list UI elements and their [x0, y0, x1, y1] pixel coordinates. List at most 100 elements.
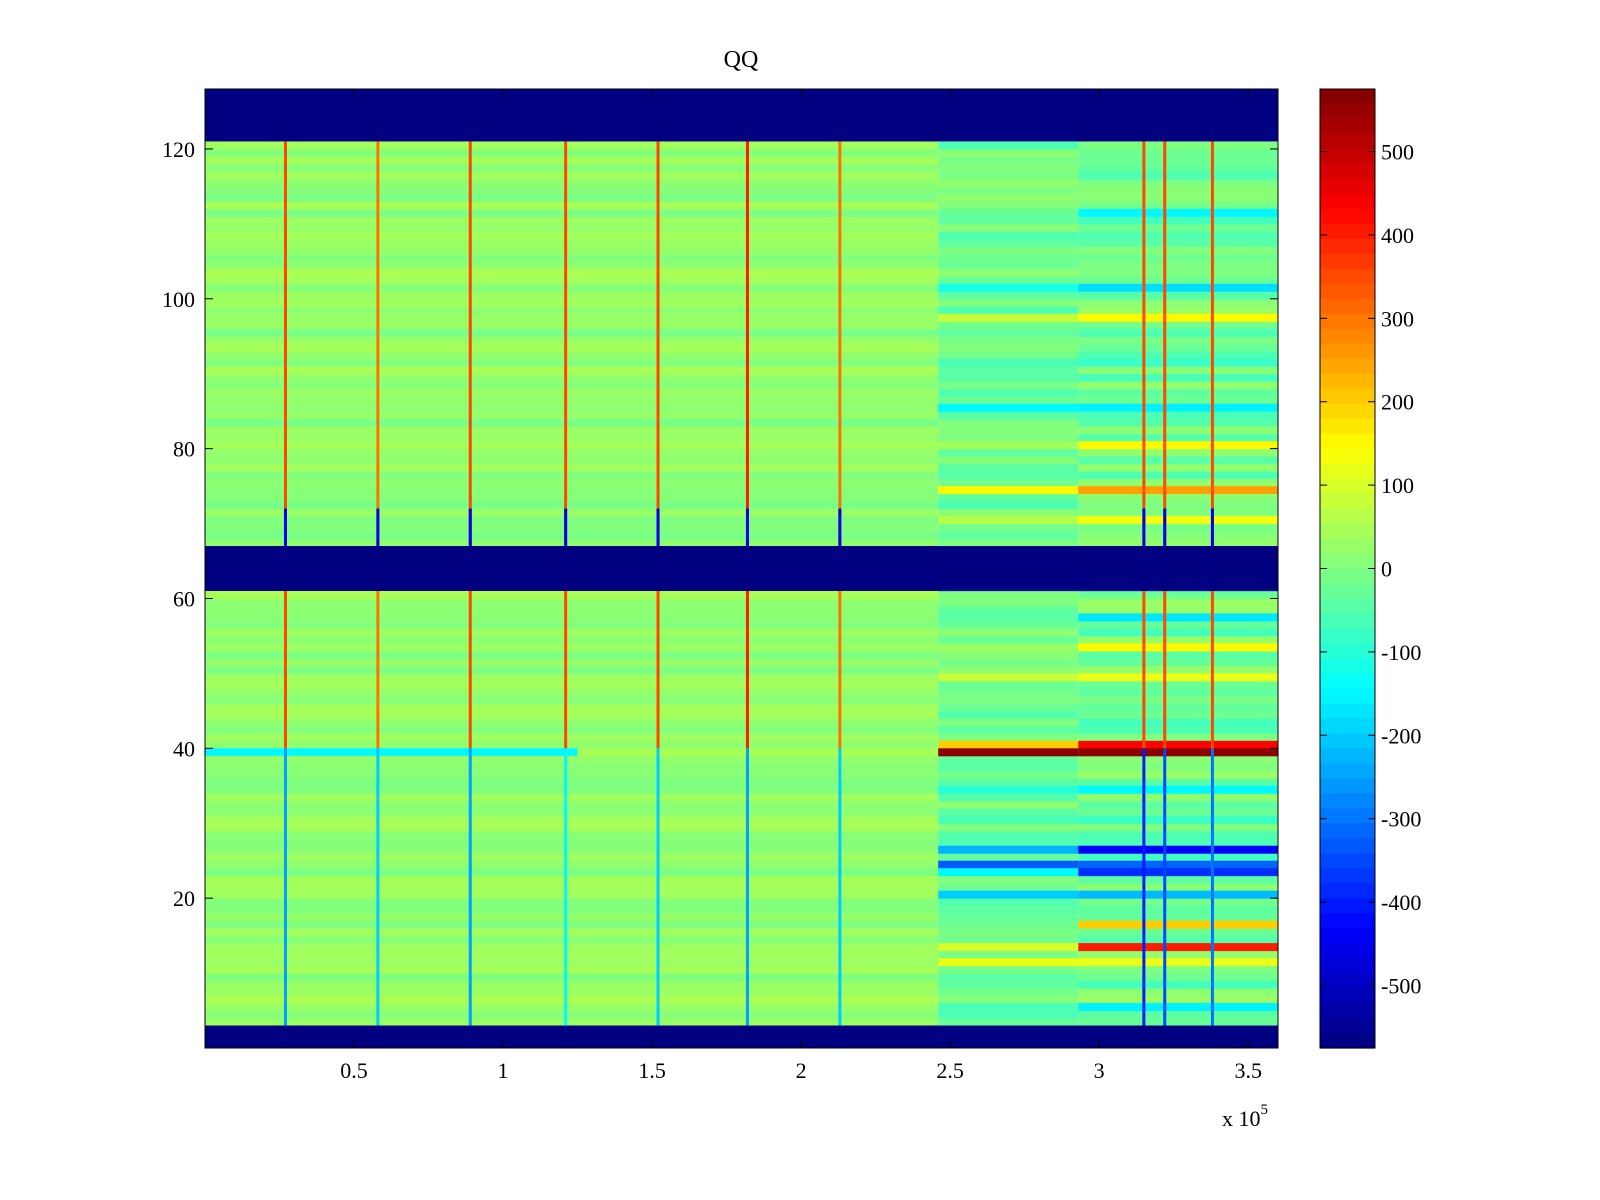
heatmap-transition-cell	[938, 875, 1079, 884]
heatmap-cross-band	[205, 748, 578, 756]
heatmap-row-cell	[205, 830, 939, 839]
heatmap-late-cell	[1078, 148, 1278, 157]
heatmap-row-cell	[205, 755, 939, 764]
colorbar-swatch	[1320, 373, 1375, 390]
heatmap-band-late	[1078, 313, 1278, 322]
colorbar-swatch	[1320, 493, 1375, 510]
heatmap-transition-cell	[938, 223, 1079, 232]
heatmap-band-late	[1078, 890, 1278, 899]
heatmap-row-cell	[205, 306, 939, 315]
heatmap-row-cell	[205, 763, 939, 772]
heatmap-transition-cell	[938, 471, 1079, 480]
heatmap-transition-cell	[938, 201, 1079, 210]
colorbar-swatch	[1320, 238, 1375, 255]
heatmap-row-cell	[205, 673, 939, 682]
heatmap-spike	[745, 748, 749, 1026]
heatmap-band-late	[1078, 815, 1278, 824]
heatmap-spike	[656, 590, 660, 749]
heatmap-row-cell	[205, 253, 939, 262]
heatmap-row-cell	[205, 396, 939, 405]
heatmap-transition-cell	[938, 388, 1079, 397]
heatmap-band-transition	[938, 486, 1079, 495]
heatmap-band-late	[1078, 748, 1278, 757]
colorbar-swatch	[1320, 988, 1375, 1004]
x-tick-label: 2.5	[936, 1058, 964, 1083]
heatmap-band-transition	[938, 815, 1079, 824]
heatmap-transition-cell	[938, 950, 1079, 959]
heatmap-row-cell	[205, 216, 939, 225]
colorbar-swatch	[1320, 973, 1375, 989]
heatmap-row-cell	[205, 868, 939, 877]
heatmap-band-late	[1078, 283, 1278, 292]
heatmap-transition-cell	[938, 306, 1079, 315]
colorbar-swatch	[1320, 208, 1375, 225]
colorbar-swatch	[1320, 748, 1375, 764]
heatmap-spike	[376, 748, 380, 1026]
heatmap-late-cell	[1078, 718, 1278, 727]
colorbar-swatch	[1320, 133, 1375, 150]
colorbar-swatch	[1320, 613, 1375, 630]
heatmap-masked-band	[205, 546, 1278, 591]
colorbar-swatch	[1320, 823, 1375, 839]
heatmap-row-cell	[205, 733, 939, 742]
heatmap-late-cell	[1078, 523, 1278, 532]
heatmap-late-cell	[1078, 770, 1278, 779]
colorbar-swatch	[1320, 913, 1375, 929]
heatmap-transition-cell	[938, 186, 1079, 195]
heatmap-row-cell	[205, 336, 939, 345]
heatmap-row-cell	[205, 411, 939, 420]
heatmap-row-cell	[205, 590, 939, 599]
heatmap-row-cell	[205, 291, 939, 300]
colorbar-swatch	[1320, 178, 1375, 195]
heatmap-late-cell	[1078, 478, 1278, 487]
heatmap-transition-cell	[938, 238, 1079, 247]
heatmap-late-cell	[1078, 905, 1278, 914]
heatmap-row-cell	[205, 186, 939, 195]
y-tick-label: 120	[162, 137, 195, 162]
heatmap-row-cell	[205, 351, 939, 360]
heatmap-row-cell	[205, 778, 939, 787]
heatmap-row-cell	[205, 845, 939, 854]
heatmap-late-cell	[1078, 223, 1278, 232]
heatmap-row-cell	[205, 598, 939, 607]
heatmap-late-cell	[1078, 980, 1278, 989]
heatmap-late-cell	[1078, 411, 1278, 420]
heatmap-band-transition	[938, 283, 1079, 292]
heatmap-late-cell	[1078, 343, 1278, 352]
heatmap-transition-cell	[938, 328, 1079, 337]
heatmap-band-late	[1078, 358, 1278, 367]
heatmap-transition-cell	[938, 336, 1079, 345]
heatmap-transition-cell	[938, 538, 1079, 547]
heatmap-row-cell	[205, 441, 939, 450]
heatmap-late-cell	[1078, 253, 1278, 262]
colorbar-swatch	[1320, 658, 1375, 674]
heatmap-transition-cell	[938, 1010, 1079, 1019]
heatmap-row-cell	[205, 838, 939, 847]
heatmap-late-cell	[1078, 635, 1278, 644]
heatmap-late-cell	[1078, 800, 1278, 809]
heatmap-row-cell	[205, 358, 939, 367]
colorbar-swatch	[1320, 298, 1375, 315]
heatmap-band-late	[1078, 920, 1278, 929]
heatmap-late-cell	[1078, 838, 1278, 847]
heatmap-late-cell	[1078, 493, 1278, 502]
heatmap-row-cell	[205, 920, 939, 929]
heatmap-late-cell	[1078, 1018, 1278, 1027]
heatmap-late-cell	[1078, 396, 1278, 405]
heatmap-row-cell	[205, 283, 939, 292]
heatmap-row-cell	[205, 501, 939, 510]
heatmap-late-cell	[1078, 995, 1278, 1004]
heatmap-spike-tip	[1210, 508, 1214, 547]
heatmap-spike-tip	[1142, 508, 1146, 547]
heatmap-transition-cell	[938, 763, 1079, 772]
heatmap-row-cell	[205, 178, 939, 187]
heatmap-transition-cell	[938, 148, 1079, 157]
heatmap-late-cell	[1078, 875, 1278, 884]
colorbar-swatch	[1320, 853, 1375, 869]
heatmap-row-cell	[205, 231, 939, 240]
x-tick-label: 2	[796, 1058, 807, 1083]
heatmap-band-transition	[938, 643, 1079, 652]
colorbar-swatch	[1320, 568, 1375, 585]
heatmap-row-cell	[205, 725, 939, 734]
heatmap-transition-cell	[938, 935, 1079, 944]
